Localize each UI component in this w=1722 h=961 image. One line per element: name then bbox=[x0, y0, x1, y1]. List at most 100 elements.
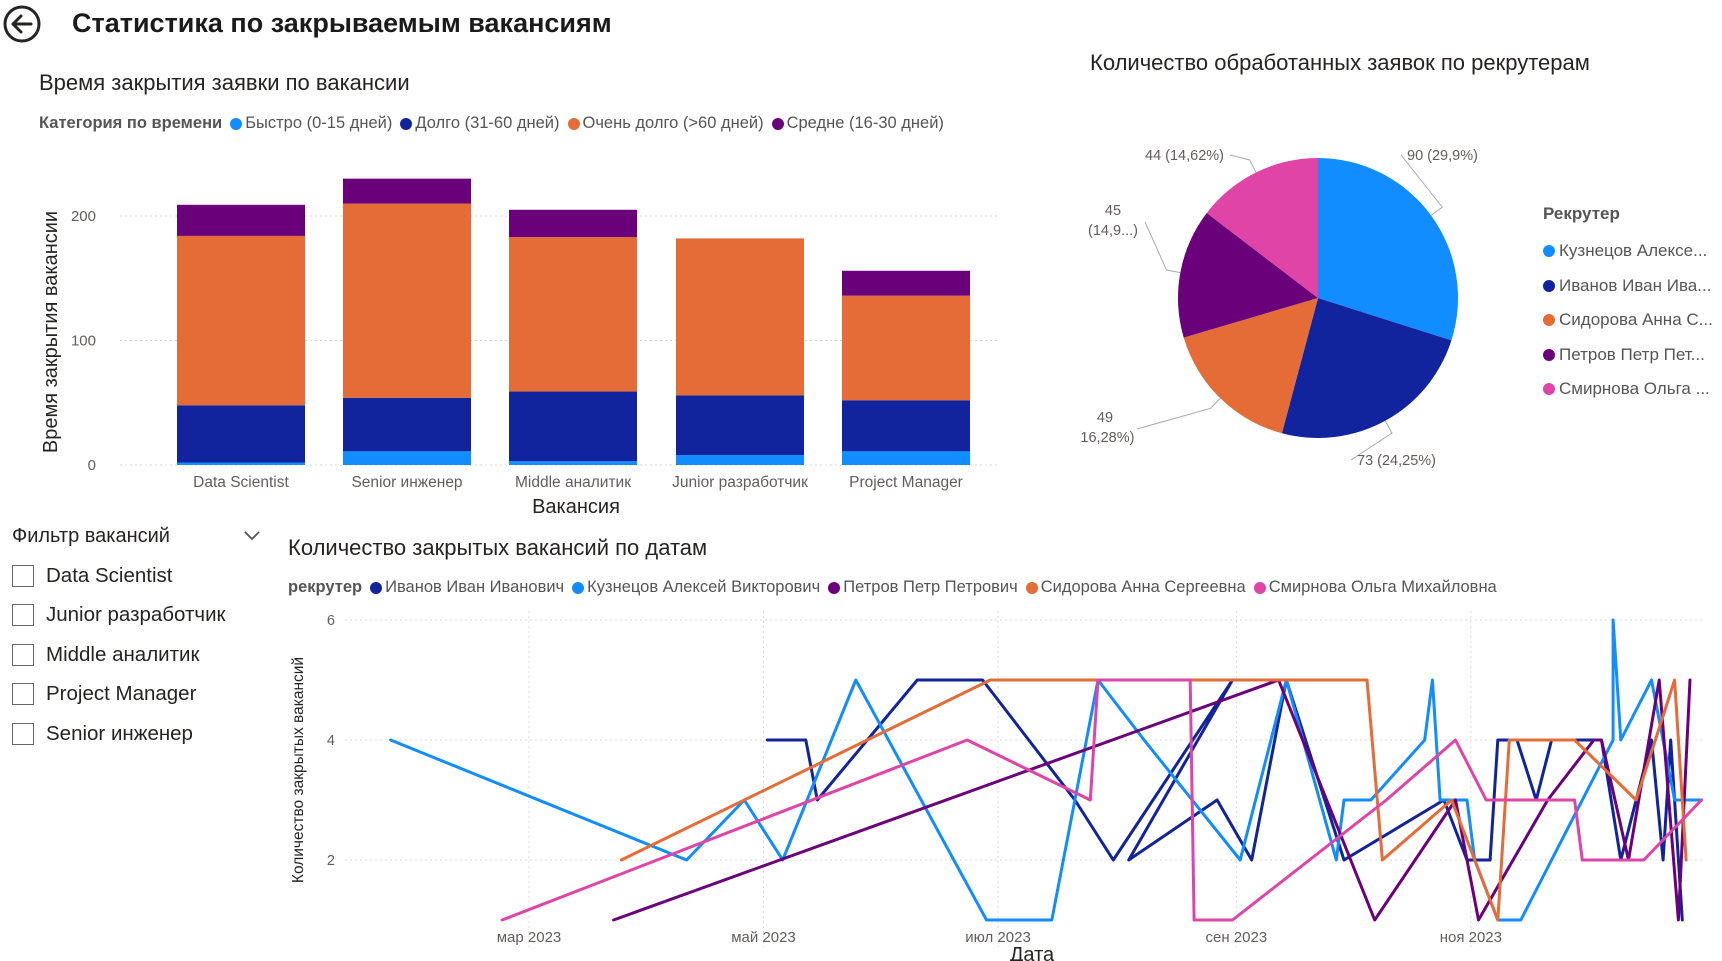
legend-dot bbox=[771, 117, 784, 130]
pie-data-label: 90 (29,9%) bbox=[1407, 148, 1478, 164]
pie-legend-item[interactable]: Петров Петр Пет... bbox=[1543, 338, 1713, 373]
checkbox[interactable] bbox=[12, 722, 34, 745]
line-y-tick-label: 4 bbox=[327, 733, 335, 749]
line-chart: 2 4 6 мар 2023 май 2023 июл 2023 сен 2023 ноя 2… bbox=[290, 611, 1705, 961]
bar-segment-project-manager-1[interactable] bbox=[842, 400, 970, 452]
legend-label: Средне (16-30 дней) bbox=[786, 114, 944, 132]
bar-legend-item[interactable]: Средне (16-30 дней) bbox=[771, 114, 944, 133]
bar-segment-data-scientist-2[interactable] bbox=[177, 235, 305, 406]
line-legend-title: рекрутер bbox=[288, 578, 363, 596]
line-x-tick-label: мар 2023 bbox=[497, 929, 562, 946]
bar-chart-title: Время закрытия заявки по вакансии bbox=[39, 70, 410, 95]
line-legend-item[interactable]: Кузнецов Алексей Викторович bbox=[572, 578, 820, 597]
bar-y-axis-title: Время закрытия вакансии bbox=[40, 211, 62, 453]
pie-chart: 90 (29,9%) 73 (24,25%) 49 (16,28%) 45 (14,9..… bbox=[1080, 148, 1478, 469]
page-title: Статистика по закрываемым вакансиям bbox=[72, 8, 612, 38]
line-chart-legend: рекрутер Иванов Иван Иванович Кузнецов Ал… bbox=[288, 578, 1505, 597]
checkbox[interactable] bbox=[12, 643, 34, 666]
pie-leader-line bbox=[1144, 221, 1181, 274]
bar-x-tick-label: Project Manager bbox=[849, 474, 963, 491]
line-series-4[interactable] bbox=[500, 678, 1703, 922]
bar-segment-junior-разработчик-2[interactable] bbox=[676, 238, 804, 396]
legend-label: Долго (31-60 дней) bbox=[415, 114, 560, 132]
slicer-item[interactable]: Middle аналитик bbox=[12, 635, 262, 675]
line-y-axis-title: Количество закрытых вакансий bbox=[290, 657, 307, 883]
pie-legend-item[interactable]: Сидорова Анна С... bbox=[1543, 303, 1713, 338]
line-x-axis-title: Дата bbox=[1010, 944, 1055, 961]
vacancy-filter-slicer: Фильтр вакансий Data Scientist Junior раз… bbox=[12, 525, 262, 754]
bar-segment-middle-аналитик-0[interactable] bbox=[509, 461, 637, 465]
line-y-tick-label: 6 bbox=[327, 613, 335, 629]
bar-segment-data-scientist-0[interactable] bbox=[177, 462, 305, 465]
legend-label: Смирнова Ольга ... bbox=[1559, 379, 1710, 399]
pie-legend-item[interactable]: Смирнова Ольга ... bbox=[1543, 372, 1713, 407]
line-legend-item[interactable]: Смирнова Ольга Михайловна bbox=[1253, 578, 1497, 597]
bar-x-axis-title: Вакансия bbox=[532, 496, 620, 518]
bar-legend-item[interactable]: Быстро (0-15 дней) bbox=[230, 114, 392, 133]
pie-data-label: 73 (24,25%) bbox=[1357, 453, 1436, 469]
pie-legend-item[interactable]: Кузнецов Алексе... bbox=[1543, 234, 1713, 269]
pie-leader-line bbox=[1400, 154, 1444, 216]
legend-label: Смирнова Ольга Михайловна bbox=[1268, 578, 1497, 596]
legend-label: Кузнецов Алексей Викторович bbox=[587, 578, 821, 596]
bar-segment-senior-инженер-1[interactable] bbox=[343, 397, 471, 452]
bar-segment-data-scientist-3[interactable] bbox=[177, 204, 305, 236]
legend-dot bbox=[1543, 383, 1555, 396]
bar-segment-middle-аналитик-1[interactable] bbox=[509, 391, 637, 462]
bar-segment-project-manager-2[interactable] bbox=[842, 295, 970, 401]
bar-segment-junior-разработчик-1[interactable] bbox=[676, 395, 804, 456]
slicer-item-label: Project Manager bbox=[46, 682, 197, 706]
bar-segment-middle-аналитик-2[interactable] bbox=[509, 237, 637, 392]
line-legend-item[interactable]: Сидорова Анна Сергеевна bbox=[1025, 578, 1246, 597]
legend-dot bbox=[400, 117, 413, 130]
line-series-0[interactable] bbox=[765, 678, 1684, 922]
line-legend-item[interactable]: Иванов Иван Иванович bbox=[370, 578, 564, 597]
slicer-item[interactable]: Junior разработчик bbox=[12, 596, 262, 636]
legend-label: Петров Петр Пет... bbox=[1559, 344, 1705, 364]
slicer-header[interactable]: Фильтр вакансий bbox=[12, 525, 262, 548]
bar-segment-middle-аналитик-3[interactable] bbox=[509, 209, 637, 238]
bar-segment-senior-инженер-0[interactable] bbox=[343, 451, 471, 465]
bar-segment-project-manager-3[interactable] bbox=[842, 270, 970, 296]
pie-legend-item[interactable]: Иванов Иван Ива... bbox=[1543, 269, 1713, 304]
line-x-tick-label: сен 2023 bbox=[1206, 929, 1268, 946]
legend-dot bbox=[567, 117, 580, 130]
slicer-item-label: Data Scientist bbox=[46, 563, 173, 587]
slicer-item[interactable]: Senior инженер bbox=[12, 714, 262, 754]
pie-leader-line bbox=[1136, 397, 1221, 430]
bar-segment-junior-разработчик-0[interactable] bbox=[676, 455, 804, 465]
bar-legend-title: Категория по времени bbox=[39, 114, 223, 132]
slicer-item[interactable]: Data Scientist bbox=[12, 556, 262, 596]
bar-x-tick-label: Junior разработчик bbox=[672, 474, 808, 491]
pie-slice-4[interactable] bbox=[1206, 158, 1318, 298]
bar-segment-senior-инженер-2[interactable] bbox=[343, 203, 471, 398]
checkbox[interactable] bbox=[12, 564, 34, 587]
pie-slice-2[interactable] bbox=[1183, 298, 1318, 434]
pie-data-label: 49 (16,28%) bbox=[1080, 410, 1134, 446]
chevron-down-icon[interactable] bbox=[242, 525, 262, 545]
bar-segment-senior-инженер-3[interactable] bbox=[343, 178, 471, 204]
bar-segment-project-manager-0[interactable] bbox=[842, 451, 970, 465]
bar-x-tick-label: Middle аналитик bbox=[515, 474, 631, 491]
pie-slice-3[interactable] bbox=[1178, 213, 1318, 338]
line-series-1[interactable] bbox=[389, 618, 1703, 922]
pie-slice-1[interactable] bbox=[1281, 298, 1452, 438]
bar-chart-legend: Категория по времени Быстро (0-15 дней) Д… bbox=[39, 114, 952, 133]
bar-y-tick-label: 200 bbox=[71, 208, 96, 225]
legend-label: Сидорова Анна Сергеевна bbox=[1040, 578, 1246, 596]
checkbox[interactable] bbox=[12, 604, 34, 627]
bar-segment-data-scientist-1[interactable] bbox=[177, 405, 305, 463]
slicer-item[interactable]: Project Manager bbox=[12, 675, 262, 715]
back-arrow-icon[interactable] bbox=[2, 4, 42, 44]
bar-legend-item[interactable]: Очень долго (>60 дней) bbox=[567, 114, 764, 133]
bar-legend-item[interactable]: Долго (31-60 дней) bbox=[400, 114, 560, 133]
line-series-3[interactable] bbox=[619, 678, 1688, 922]
line-legend-item[interactable]: Петров Петр Петрович bbox=[828, 578, 1018, 597]
pie-slice-0[interactable] bbox=[1318, 158, 1458, 341]
bar-x-tick-label: Data Scientist bbox=[193, 474, 289, 491]
bar-y-tick-label: 0 bbox=[88, 457, 96, 474]
line-y-tick-label: 2 bbox=[327, 853, 335, 869]
pie-data-label: 44 (14,62%) bbox=[1145, 148, 1224, 164]
checkbox[interactable] bbox=[12, 683, 34, 706]
legend-dot bbox=[1025, 581, 1038, 594]
